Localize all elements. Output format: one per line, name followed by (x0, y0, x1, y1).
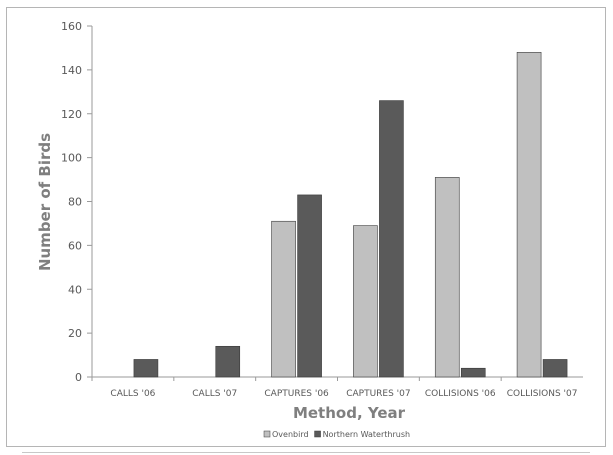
x-tick-label: CAPTURES '06 (264, 389, 329, 399)
x-tick-label: CALLS '06 (110, 389, 155, 399)
bar-ovenbird (353, 225, 378, 378)
bar-northern-waterthrush (379, 100, 404, 378)
bar-northern-waterthrush (297, 194, 322, 378)
y-tick-label: 100 (61, 152, 82, 165)
bar-ovenbird (516, 52, 542, 378)
legend-label: Ovenbird (272, 430, 309, 439)
legend-label: Northern Waterthrush (323, 430, 411, 439)
bar-northern-waterthrush (215, 345, 241, 378)
y-tick-label: 40 (68, 283, 82, 296)
bars (133, 52, 568, 378)
bar-northern-waterthrush (133, 359, 159, 378)
bottom-rule (22, 452, 590, 453)
y-axis: 0 20 40 60 80 100 120 140 160 (61, 20, 93, 384)
x-tick-label: COLLISIONS '07 (507, 389, 578, 399)
x-axis: CALLS '06 CALLS '07 CAPTURES '06 CAPTURES '… (91, 376, 583, 399)
x-tick-label: CAPTURES '07 (346, 389, 410, 399)
bar-northern-waterthrush (542, 359, 568, 378)
legend: Ovenbird Northern Waterthrush (263, 430, 411, 439)
legend-swatch (263, 430, 271, 438)
x-tick-label: COLLISIONS '06 (425, 389, 496, 399)
y-tick-label: 140 (61, 64, 82, 77)
legend-swatch (314, 430, 321, 438)
y-tick-label: 120 (61, 108, 82, 121)
y-tick-label: 60 (68, 239, 82, 252)
x-axis-title: Method, Year (293, 404, 406, 422)
y-tick-label: 20 (68, 327, 82, 340)
y-axis-title: Number of Birds (36, 133, 54, 271)
y-tick-label: 160 (61, 20, 82, 33)
x-tick-label: CALLS '07 (192, 389, 237, 399)
bar-northern-waterthrush (460, 367, 486, 378)
y-tick-label: 0 (75, 371, 82, 384)
y-tick-label: 80 (68, 196, 82, 209)
bar-ovenbird (434, 177, 460, 378)
bar-ovenbird (271, 220, 296, 378)
